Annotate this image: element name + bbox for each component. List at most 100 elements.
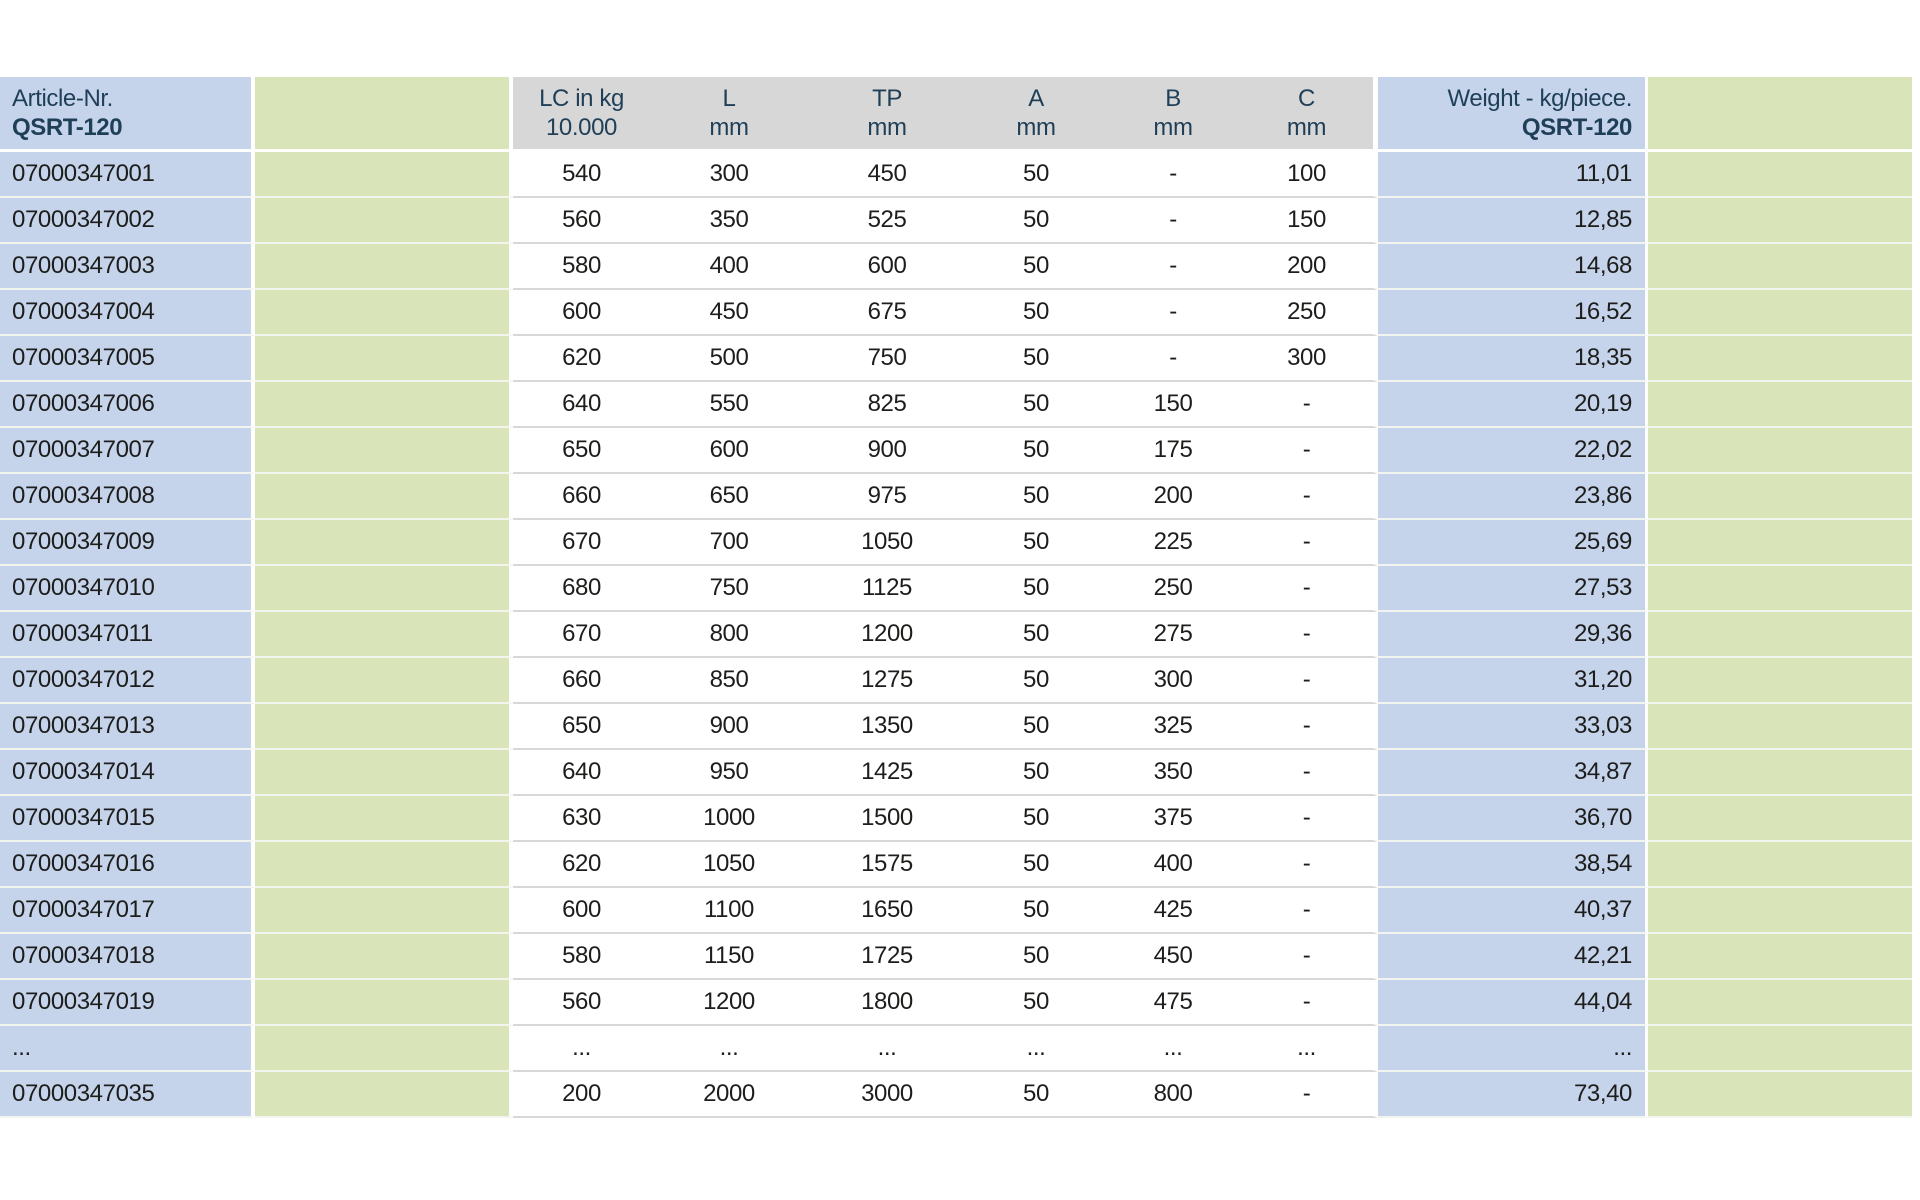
cell-tp: 1650 [808,888,966,934]
cell-weight: 22,02 [1378,428,1648,474]
header-col-l-line1: L [722,85,736,112]
cell-weight: 34,87 [1378,750,1648,796]
cell-lc: 650 [513,704,650,750]
cell-a: 50 [966,658,1106,704]
cell-c: - [1240,474,1378,520]
cell-a: 50 [966,520,1106,566]
cell-tp: 450 [808,152,966,198]
header-weight: Weight - kg/piece. QSRT-120 [1378,77,1648,152]
cell-c: - [1240,382,1378,428]
table-row: 07000347011 670 800 1200 50 275 - 29,36 [0,612,1912,658]
cell-spacer-green-left [255,796,513,842]
cell-spacer-green-right [1648,704,1912,750]
cell-c: - [1240,520,1378,566]
cell-b: 375 [1106,796,1240,842]
cell-article-number: 07000347012 [0,658,255,704]
table-row: 07000347012 660 850 1275 50 300 - 31,20 [0,658,1912,704]
cell-spacer-green-left [255,1072,513,1118]
cell-article-number: 07000347017 [0,888,255,934]
cell-a: 50 [966,382,1106,428]
cell-spacer-green-right [1648,658,1912,704]
cell-l: 400 [650,244,808,290]
cell-weight: 20,19 [1378,382,1648,428]
cell-a: 50 [966,1072,1106,1118]
cell-c: - [1240,658,1378,704]
header-col-c: C mm [1240,77,1378,152]
cell-weight: 27,53 [1378,566,1648,612]
cell-c: - [1240,704,1378,750]
cell-tp: 1575 [808,842,966,888]
cell-spacer-green-right [1648,428,1912,474]
header-col-a: A mm [966,77,1106,152]
cell-spacer-green-left [255,474,513,520]
cell-l: 750 [650,566,808,612]
table-row: 07000347004 600 450 675 50 - 250 16,52 [0,290,1912,336]
cell-weight: 36,70 [1378,796,1648,842]
cell-c: 100 [1240,152,1378,198]
cell-tp: 600 [808,244,966,290]
header-article-label: Article-Nr. [12,85,113,112]
cell-spacer-green-right [1648,1072,1912,1118]
cell-b: - [1106,290,1240,336]
table-row: 07000347019 560 1200 1800 50 475 - 44,04 [0,980,1912,1026]
header-col-b-line1: B [1165,85,1181,112]
cell-spacer-green-right [1648,244,1912,290]
cell-a: 50 [966,888,1106,934]
cell-b: 450 [1106,934,1240,980]
cell-spacer-green-right [1648,336,1912,382]
cell-lc: 620 [513,842,650,888]
header-col-c-line1: C [1298,85,1315,112]
cell-spacer-green-right [1648,934,1912,980]
cell-a: 50 [966,980,1106,1026]
cell-b: 225 [1106,520,1240,566]
cell-spacer-green-left [255,382,513,428]
cell-lc: 560 [513,198,650,244]
datasheet-page: Article-Nr. QSRT-120 LC in kg 10.000 L m… [0,77,1912,1118]
cell-b: 150 [1106,382,1240,428]
table-header-row: Article-Nr. QSRT-120 LC in kg 10.000 L m… [0,77,1912,152]
table-row: 07000347007 650 600 900 50 175 - 22,02 [0,428,1912,474]
cell-l: 1100 [650,888,808,934]
cell-spacer-green-right [1648,796,1912,842]
header-weight-series: QSRT-120 [1521,114,1633,141]
cell-spacer-green-right [1648,888,1912,934]
header-col-tp: TP mm [808,77,966,152]
cell-spacer-green-right [1648,152,1912,198]
cell-c: - [1240,796,1378,842]
cell-l: 850 [650,658,808,704]
cell-spacer-green-right [1648,842,1912,888]
header-article: Article-Nr. QSRT-120 [0,77,255,152]
table-row: 07000347010 680 750 1125 50 250 - 27,53 [0,566,1912,612]
cell-c: - [1240,612,1378,658]
header-spacer-green-left [255,77,513,152]
cell-weight: 40,37 [1378,888,1648,934]
header-col-lc-line1: LC in kg [539,85,624,112]
cell-spacer-green-left [255,290,513,336]
table-row: 07000347015 630 1000 1500 50 375 - 36,70 [0,796,1912,842]
header-col-a-line1: A [1028,85,1044,112]
cell-article-number: ... [0,1026,255,1072]
cell-weight: 31,20 [1378,658,1648,704]
cell-spacer-green-left [255,336,513,382]
cell-lc: 670 [513,612,650,658]
cell-l: 550 [650,382,808,428]
table-row: 07000347016 620 1050 1575 50 400 - 38,54 [0,842,1912,888]
cell-l: 1000 [650,796,808,842]
cell-lc: 560 [513,980,650,1026]
cell-spacer-green-left [255,842,513,888]
cell-article-number: 07000347002 [0,198,255,244]
cell-tp: ... [808,1026,966,1072]
header-col-lc: LC in kg 10.000 [513,77,650,152]
cell-weight: 25,69 [1378,520,1648,566]
cell-weight: 14,68 [1378,244,1648,290]
header-col-c-line2: mm [1286,114,1327,141]
cell-a: 50 [966,244,1106,290]
cell-spacer-green-right [1648,382,1912,428]
cell-tp: 825 [808,382,966,428]
cell-weight: ... [1378,1026,1648,1072]
cell-c: - [1240,750,1378,796]
cell-spacer-green-left [255,612,513,658]
cell-b: 300 [1106,658,1240,704]
cell-c: - [1240,888,1378,934]
cell-spacer-green-right [1648,980,1912,1026]
